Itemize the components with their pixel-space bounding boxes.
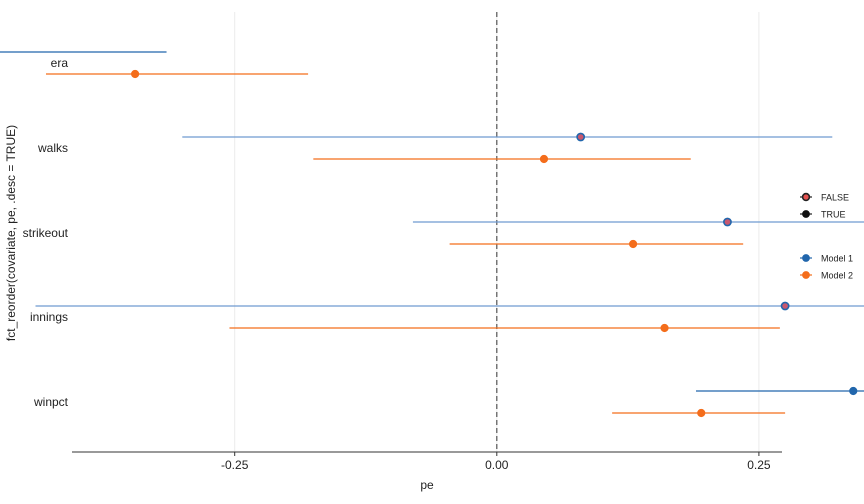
point-estimate [849, 386, 858, 396]
x-ticks: -0.75-0.50-0.250.000.250.50 [221, 452, 771, 472]
legend-group: Model 1 Model 2 [800, 254, 853, 281]
legend-key-point [802, 271, 810, 279]
series-model-2 [45, 69, 786, 418]
y-category-label: era [51, 56, 69, 70]
point-estimate [628, 239, 638, 249]
y-category-label: strikeout [23, 226, 69, 240]
series-model-1 [0, 51, 864, 396]
x-tick-label: -0.25 [221, 458, 249, 472]
point-estimate [539, 154, 549, 164]
y-category-labels: era walks strikeout innings winpct [23, 56, 69, 409]
legend-label: Model 1 [821, 254, 853, 264]
legend: FALSE TRUE Model 1 Model 2 [800, 193, 853, 281]
legend-label: Model 2 [821, 271, 853, 281]
x-tick-label: 0.25 [747, 458, 771, 472]
legend-key-point [802, 210, 810, 218]
x-axis-title: pe [420, 478, 434, 492]
y-category-label: winpct [33, 395, 69, 409]
point-estimate [723, 217, 732, 227]
x-tick-label: 0.00 [485, 458, 509, 472]
legend-key-point [802, 254, 810, 262]
legend-key-point [801, 192, 811, 202]
point-estimate [576, 132, 586, 142]
point-estimate [660, 323, 669, 333]
gridlines [234, 12, 760, 452]
point-estimate [131, 69, 140, 79]
point-estimate [780, 301, 790, 311]
legend-group: FALSE TRUE [800, 193, 849, 220]
legend-label: FALSE [821, 193, 849, 203]
y-axis-title: fct_reorder(covariate, pe, .desc = TRUE) [4, 125, 18, 341]
point-estimate [697, 408, 706, 418]
series-layer [0, 51, 864, 418]
legend-label: TRUE [821, 210, 846, 220]
y-category-label: walks [37, 141, 68, 155]
y-category-label: innings [30, 310, 68, 324]
